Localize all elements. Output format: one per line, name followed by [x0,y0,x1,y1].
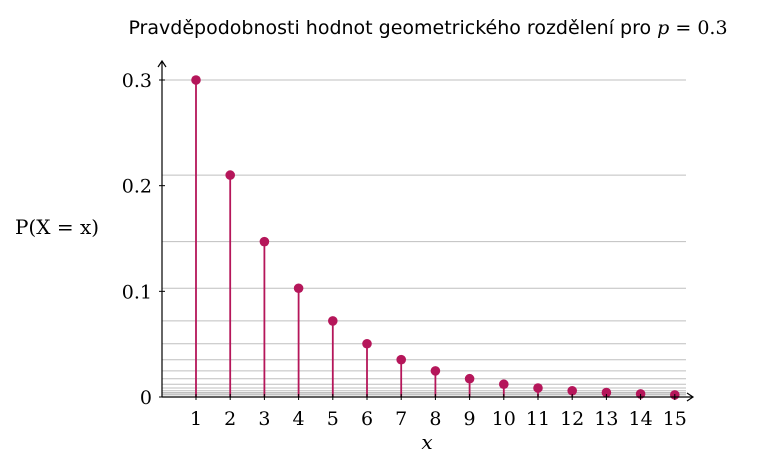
x-tick-label: 6 [361,408,373,430]
stem-point [396,354,407,365]
y-tick-label: 0 [140,387,152,409]
x-tick-label: 2 [224,408,236,430]
stem-point [191,75,201,85]
y-tick-label: 0.3 [122,70,152,92]
stem-point [362,338,372,349]
grid-lines [162,79,686,396]
y-tick-label: 0.2 [122,176,152,198]
stem-point [499,379,509,390]
x-tick-labels: 1 2 3 4 5 6 7 8 9 10 11 12 13 14 15 [190,408,687,430]
stem-point [464,373,475,384]
x-tick-label: 4 [293,408,305,430]
x-tick-label: 11 [526,408,550,430]
stems [191,75,680,400]
chart-title: Pravděpodobnosti hodnot geometrického ro… [128,17,727,39]
axes [157,59,695,402]
x-tick-label: 14 [629,408,653,430]
y-axis-label: P(X = x) [15,215,99,239]
x-tick-label: 12 [560,408,584,430]
stem-point [533,383,543,393]
x-axis-label: x [421,430,432,454]
x-tick-label: 15 [663,408,687,430]
stem-point [328,316,338,326]
x-tick-label: 10 [492,408,516,430]
stem-point [430,366,441,376]
stem-point [567,385,577,396]
stem-point [259,236,270,247]
y-axis-arrow [157,59,167,68]
stem-point [293,283,304,294]
x-axis-arrow [686,392,695,402]
stem-point [635,389,646,399]
y-tick-labels: 0 0.1 0.2 0.3 [122,70,152,409]
x-tick-label: 1 [190,408,202,430]
x-tick-label: 13 [594,408,618,430]
x-tick-label: 5 [327,408,339,430]
y-tick-label: 0.1 [122,281,152,303]
x-tick-label: 9 [464,408,476,430]
stem-point [601,387,612,398]
stem-point [225,170,235,180]
x-tick-label: 3 [258,408,270,430]
x-tick-label: 7 [395,408,407,430]
x-tick-label: 8 [429,408,441,430]
